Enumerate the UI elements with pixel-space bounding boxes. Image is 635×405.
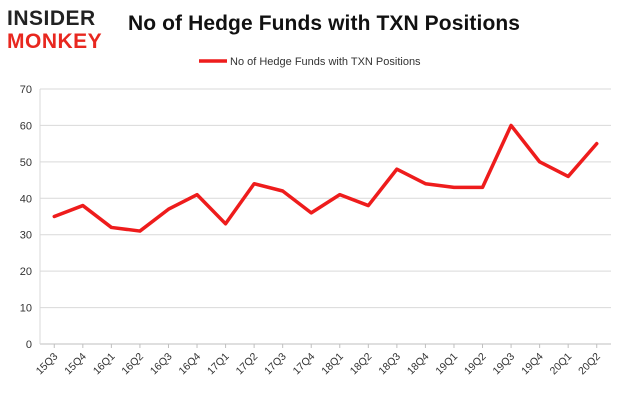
x-tick-label: 18Q4 [405, 351, 432, 378]
x-tick-label: 18Q1 [319, 351, 346, 378]
x-tick-label: 19Q2 [462, 351, 489, 378]
insider-monkey-logo: INSIDER MONKEY [7, 7, 102, 52]
x-tick-label: 16Q1 [91, 351, 118, 378]
x-tick-label: 15Q4 [62, 351, 89, 378]
logo-line2: MONKEY [7, 30, 102, 52]
y-tick-labels: 0 10 20 30 40 50 60 70 [20, 84, 32, 351]
y-tick-label: 30 [20, 230, 32, 242]
axes [39, 89, 611, 348]
x-tick-labels: 15Q3 15Q4 16Q1 16Q2 16Q3 16Q4 17Q1 17Q2 17Q3 17Q4… [34, 351, 603, 378]
y-tick-label: 40 [20, 193, 32, 205]
y-tick-label: 50 [20, 157, 32, 169]
x-tick-label: 16Q2 [119, 351, 146, 378]
y-tick-label: 0 [26, 339, 32, 351]
x-tick-label: 18Q2 [348, 351, 375, 378]
x-tick-label: 20Q1 [548, 351, 575, 378]
x-tick-label: 17Q2 [234, 351, 261, 378]
x-tick-label: 19Q1 [433, 351, 460, 378]
x-tick-label: 15Q3 [34, 351, 61, 378]
series-line [52, 123, 599, 233]
y-tick-label: 60 [20, 120, 32, 132]
x-tick-label: 17Q4 [291, 351, 318, 378]
x-tick-label: 19Q4 [519, 351, 546, 378]
logo-line1: INSIDER [7, 7, 96, 30]
chart-title: No of Hedge Funds with TXN Positions [128, 12, 521, 35]
grid-lines [40, 88, 611, 309]
y-tick-label: 20 [20, 266, 32, 278]
x-tick-label: 17Q1 [205, 351, 232, 378]
x-tick-label: 18Q3 [376, 351, 403, 378]
x-tick-label: 17Q3 [262, 351, 289, 378]
x-tick-label: 19Q3 [491, 351, 518, 378]
legend-label: No of Hedge Funds with TXN Positions [230, 56, 421, 68]
y-tick-label: 70 [20, 84, 32, 96]
series-lines [52, 123, 599, 233]
x-tick-label: 16Q4 [176, 351, 203, 378]
legend: No of Hedge Funds with TXN Positions [199, 56, 421, 68]
x-tick-label: 20Q2 [576, 351, 603, 378]
x-tick-label: 16Q3 [148, 351, 175, 378]
y-tick-label: 10 [20, 303, 32, 315]
